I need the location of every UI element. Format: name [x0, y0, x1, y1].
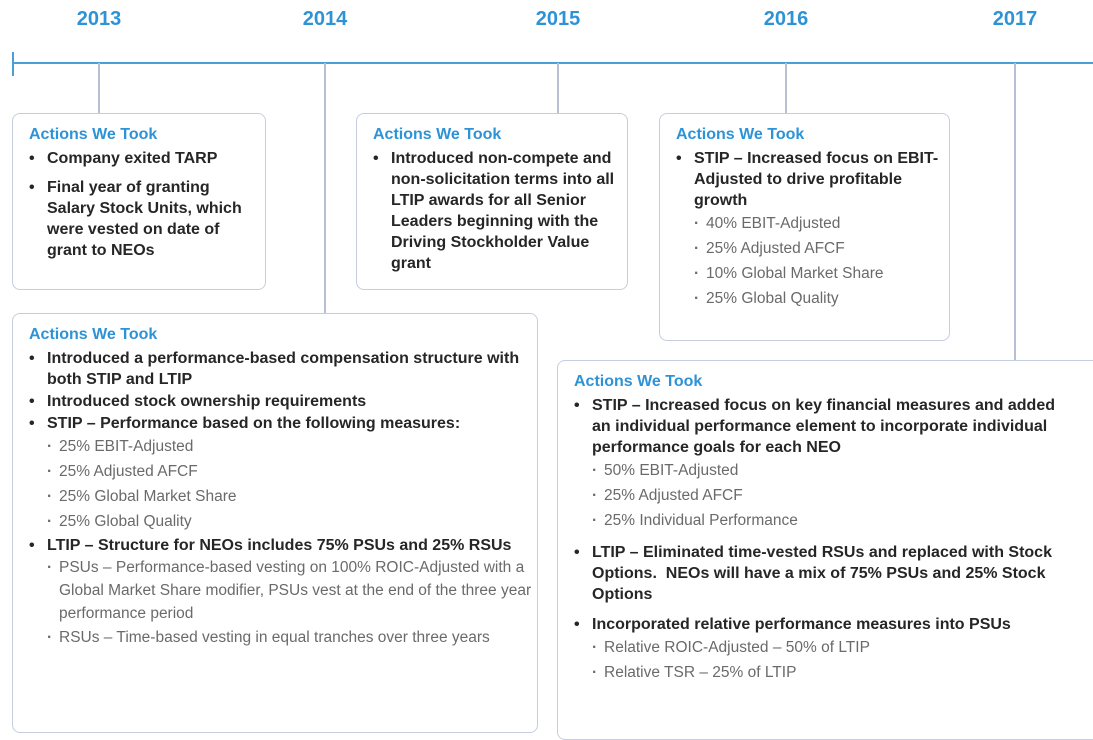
bullet-item: Company exited TARP	[29, 148, 255, 169]
sub-item: 25% Global Quality	[676, 286, 939, 311]
bullet-item: Introduced non-compete and non-solicitat…	[373, 148, 623, 274]
sub-item: RSUs – Time-based vesting in equal tranc…	[29, 625, 533, 650]
timeline-start	[12, 52, 14, 76]
box-heading: Actions We Took	[29, 326, 158, 343]
action-box: Actions We Took STIP – Increased focus on…	[659, 113, 950, 341]
sub-item: Relative ROIC-Adjusted – 50% of LTIP	[574, 635, 1076, 660]
box-heading: Actions We Took	[373, 126, 502, 143]
bullet-item: Final year of granting Salary Stock Unit…	[29, 177, 255, 261]
sub-item: 25% Global Market Share	[29, 484, 533, 509]
sub-item: 25% Adjusted AFCF	[676, 236, 939, 261]
connector	[557, 63, 559, 113]
bullet-item: STIP – Increased focus on EBIT-Adjusted …	[676, 148, 939, 211]
sub-item: 25% Individual Performance	[574, 508, 1076, 533]
timeline	[12, 62, 1093, 64]
sub-item: Relative TSR – 25% of LTIP	[574, 660, 1076, 685]
year: 2017	[992, 8, 1038, 30]
bullet-item: STIP – Increased focus on key financial …	[574, 395, 1076, 458]
connector	[324, 63, 326, 313]
action-box: Actions We Took Company exited TARP Final …	[12, 113, 266, 290]
connector	[98, 63, 100, 113]
sub-item: 10% Global Market Share	[676, 261, 939, 286]
connector	[785, 63, 787, 113]
action-box: Actions We Took STIP – Increased focus on…	[557, 360, 1093, 740]
year: 2014	[302, 8, 348, 30]
connector	[1014, 63, 1016, 360]
bullet-item: STIP – Performance based on the followin…	[29, 413, 533, 434]
sub-item: 25% Adjusted AFCF	[574, 483, 1076, 508]
box-heading: Actions We Took	[29, 126, 158, 143]
bullet-item: LTIP – Structure for NEOs includes 75% P…	[29, 535, 533, 556]
sub-item: 25% Global Quality	[29, 509, 533, 534]
bullet-item: Incorporated relative performance measur…	[574, 614, 1076, 635]
bullet-item: Introduced a performance-based compensat…	[29, 348, 533, 390]
sub-item: 50% EBIT-Adjusted	[574, 458, 1076, 483]
sub-item: 25% Adjusted AFCF	[29, 459, 533, 484]
action-box: Actions We Took Introduced non-compete an…	[356, 113, 628, 290]
bullet-item: LTIP – Eliminated time-vested RSUs and r…	[574, 542, 1076, 605]
box-heading: Actions We Took	[574, 373, 703, 390]
sub-item: 25% EBIT-Adjusted	[29, 434, 533, 459]
action-box: Actions We Took Introduced a performance-…	[12, 313, 538, 733]
box-heading: Actions We Took	[676, 126, 805, 143]
year: 2013	[76, 8, 122, 30]
sub-item: PSUs – Performance-based vesting on 100%…	[29, 556, 533, 625]
page: 2013 2014 2015 2016 2017 (() => { const …	[0, 0, 1093, 715]
year: 2015	[535, 8, 581, 30]
year: 2016	[763, 8, 809, 30]
bullet-item: Introduced stock ownership requirements	[29, 391, 533, 412]
sub-item: 40% EBIT-Adjusted	[676, 211, 939, 236]
